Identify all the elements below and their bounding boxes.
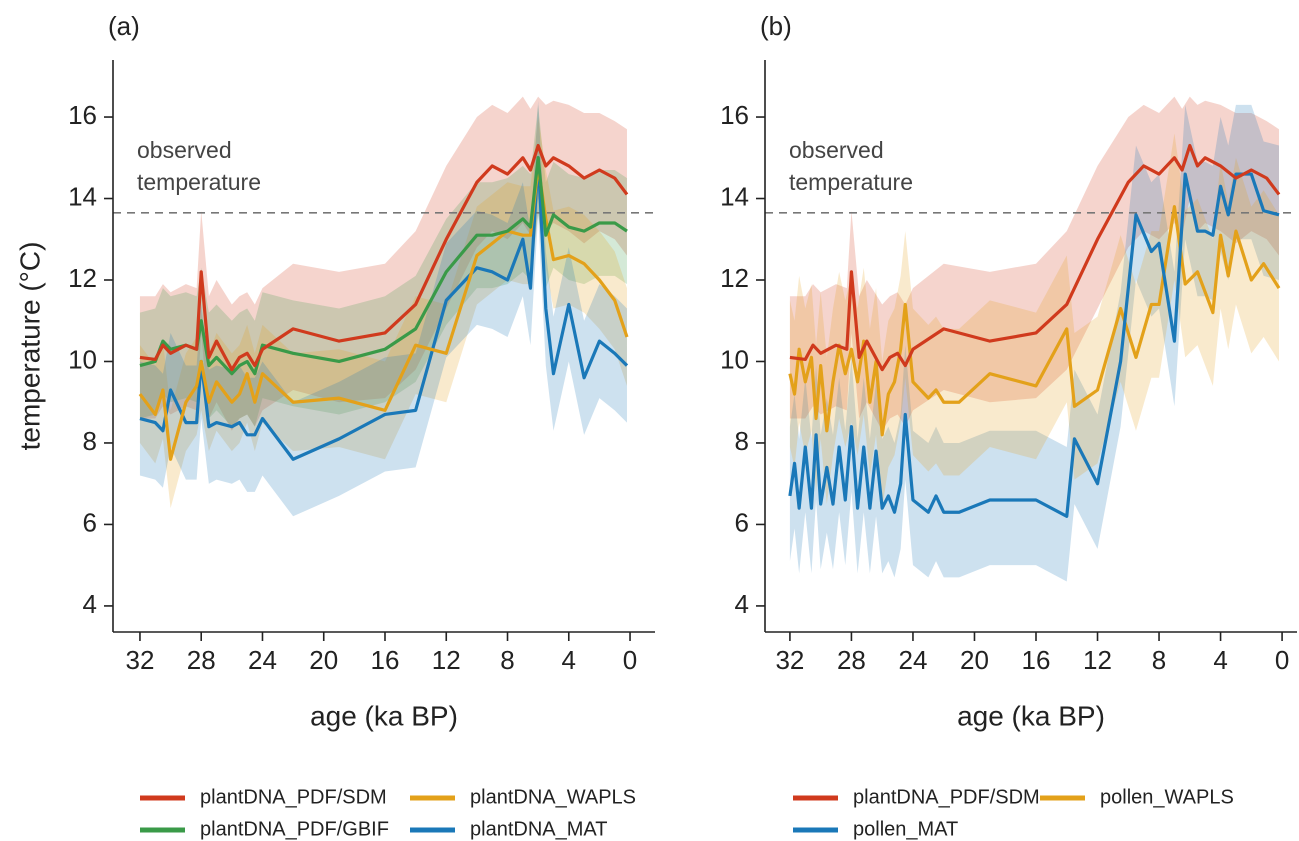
y-tick-label: 4: [83, 589, 97, 619]
y-tick-label: 16: [720, 100, 749, 130]
x-tick-label: 24: [898, 645, 927, 675]
series-line: [138, 164, 629, 461]
x-tick-label: 16: [371, 645, 400, 675]
x-tick-label: 4: [1213, 645, 1227, 675]
y-axis-label: temperature (°C): [14, 242, 45, 451]
uncertainty-band: [139, 100, 627, 517]
legend-label: plantDNA_PDF/SDM: [200, 786, 387, 808]
y-tick-label: 8: [83, 426, 97, 456]
y-tick-label: 10: [68, 344, 97, 374]
annotation: observed: [789, 137, 884, 163]
annotation: observed: [137, 137, 232, 163]
legend-label: plantDNA_PDF/GBIF: [200, 818, 389, 840]
x-tick-label: 28: [837, 645, 866, 675]
x-axis-label: age (ka BP): [310, 700, 458, 731]
y-tick-label: 6: [735, 507, 749, 537]
y-tick-label: 12: [720, 263, 749, 293]
legend-label: pollen_MAT: [853, 818, 958, 840]
x-tick-label: 8: [1152, 645, 1166, 675]
x-tick-label: 28: [187, 645, 216, 675]
legend-label: plantDNA_MAT: [470, 818, 607, 840]
legend-label: plantDNA_PDF/SDM: [853, 786, 1040, 808]
y-tick-label: 8: [735, 426, 749, 456]
panel-label: (b): [760, 11, 792, 41]
y-tick-label: 6: [83, 507, 97, 537]
uncertainty-band: [789, 104, 1280, 582]
series-line: [788, 172, 1280, 518]
y-tick-label: 14: [720, 181, 749, 211]
y-tick-label: 12: [68, 263, 97, 293]
x-tick-label: 24: [248, 645, 277, 675]
series-line: [139, 156, 629, 461]
legend-label: plantDNA_WAPLS: [470, 786, 636, 808]
uncertainty-band: [139, 117, 627, 509]
x-tick-label: 32: [125, 645, 154, 675]
legend-label: pollen_WAPLS: [1100, 786, 1234, 808]
annotation: temperature: [137, 169, 261, 195]
y-tick-label: 14: [68, 181, 97, 211]
series-line: [788, 205, 1281, 437]
annotation: temperature: [789, 169, 913, 195]
panel-label: (a): [108, 11, 140, 41]
y-tick-label: 4: [735, 589, 749, 619]
uncertainty-band: [789, 96, 1280, 431]
x-tick-label: 0: [1275, 645, 1289, 675]
y-tick-label: 16: [68, 100, 97, 130]
x-tick-label: 12: [432, 645, 461, 675]
x-axis-label: age (ka BP): [957, 700, 1105, 731]
x-tick-label: 4: [562, 645, 576, 675]
x-tick-label: 12: [1083, 645, 1112, 675]
uncertainty-band: [789, 133, 1280, 509]
x-tick-label: 8: [500, 645, 514, 675]
x-tick-label: 20: [309, 645, 338, 675]
x-tick-label: 0: [623, 645, 637, 675]
x-tick-label: 16: [1022, 645, 1051, 675]
series-line: [139, 143, 629, 372]
series-line: [789, 143, 1281, 372]
x-tick-label: 20: [960, 645, 989, 675]
x-tick-label: 32: [775, 645, 804, 675]
y-tick-label: 10: [720, 344, 749, 374]
